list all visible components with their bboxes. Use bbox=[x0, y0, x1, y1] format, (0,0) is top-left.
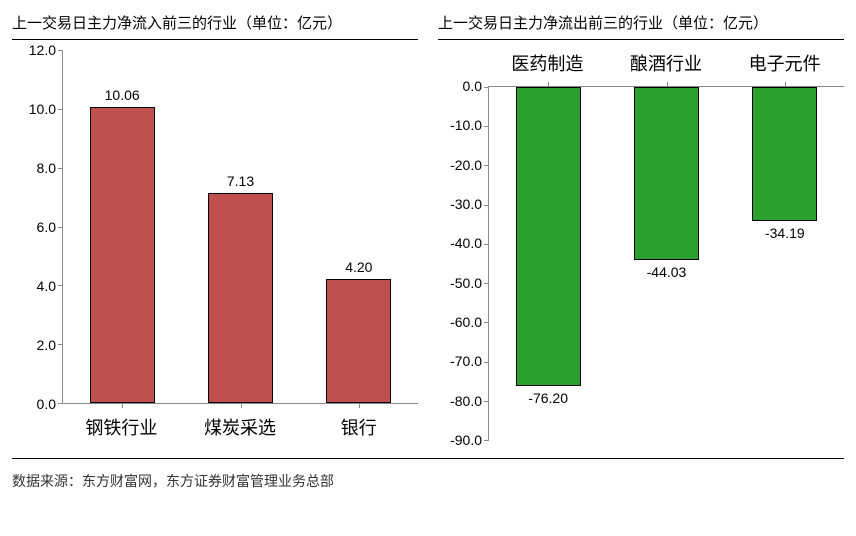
outflow-category-label: 酿酒行业 bbox=[607, 50, 726, 76]
inflow-bar-value-label: 4.20 bbox=[345, 259, 372, 275]
outflow-ytick-mark bbox=[484, 362, 489, 363]
inflow-category-label: 银行 bbox=[299, 414, 418, 440]
outflow-ytick-mark bbox=[484, 87, 489, 88]
inflow-category-label: 钢铁行业 bbox=[62, 414, 181, 440]
inflow-ytick-mark bbox=[58, 344, 63, 345]
outflow-bar-value-label: -34.19 bbox=[765, 225, 805, 241]
inflow-bar-value-label: 10.06 bbox=[105, 87, 140, 103]
inflow-plot-wrap: 10.06 7.13 4.20 钢铁行业煤炭采选银行 bbox=[62, 50, 418, 440]
inflow-ytick-mark bbox=[58, 227, 63, 228]
inflow-ytick-mark bbox=[58, 109, 63, 110]
inflow-ytick-mark bbox=[58, 168, 63, 169]
outflow-ytick-mark bbox=[484, 283, 489, 284]
outflow-ytick-mark bbox=[484, 126, 489, 127]
inflow-chart-area: 12.010.08.06.04.02.00.0 10.06 7.13 4.20 钢铁… bbox=[12, 50, 418, 440]
outflow-chart-area: 0.0-10.0-20.0-30.0-40.0-50.0-60.0-70.0-8… bbox=[438, 50, 844, 440]
inflow-bar-value-label: 7.13 bbox=[227, 173, 254, 189]
outflow-x-labels: 医药制造酿酒行业电子元件 bbox=[488, 50, 844, 86]
outflow-ytick-mark bbox=[484, 440, 489, 441]
outflow-ytick-mark bbox=[484, 165, 489, 166]
outflow-category-label: 医药制造 bbox=[488, 50, 607, 76]
charts-row: 上一交易日主力净流入前三的行业（单位：亿元） 12.010.08.06.04.0… bbox=[12, 12, 844, 440]
outflow-y-axis: 0.0-10.0-20.0-30.0-40.0-50.0-60.0-70.0-8… bbox=[438, 86, 488, 440]
inflow-y-axis: 12.010.08.06.04.02.00.0 bbox=[12, 50, 62, 404]
inflow-ytick-mark bbox=[58, 50, 63, 51]
outflow-ytick-mark bbox=[484, 205, 489, 206]
inflow-xtick-mark bbox=[122, 403, 123, 408]
inflow-chart-title: 上一交易日主力净流入前三的行业（单位：亿元） bbox=[12, 12, 418, 40]
outflow-category-label: 电子元件 bbox=[725, 50, 844, 76]
outflow-bar-value-label: -76.20 bbox=[528, 390, 568, 406]
outflow-ytick-mark bbox=[484, 244, 489, 245]
outflow-bar bbox=[752, 87, 817, 221]
inflow-chart-panel: 上一交易日主力净流入前三的行业（单位：亿元） 12.010.08.06.04.0… bbox=[12, 12, 418, 440]
outflow-plot-wrap: 医药制造酿酒行业电子元件 -76.20 -44.03 -34.19 bbox=[488, 50, 844, 440]
inflow-ytick-mark bbox=[58, 403, 63, 404]
inflow-x-labels: 钢铁行业煤炭采选银行 bbox=[62, 404, 418, 440]
inflow-bar bbox=[90, 107, 155, 403]
inflow-xtick-mark bbox=[359, 403, 360, 408]
outflow-bar bbox=[634, 87, 699, 260]
source-footer: 数据来源：东方财富网，东方证券财富管理业务总部 bbox=[12, 458, 844, 491]
outflow-bar-value-label: -44.03 bbox=[647, 264, 687, 280]
outflow-plot: -76.20 -44.03 -34.19 bbox=[488, 86, 844, 440]
outflow-chart-panel: 上一交易日主力净流出前三的行业（单位：亿元） 0.0-10.0-20.0-30.… bbox=[438, 12, 844, 440]
outflow-bar bbox=[516, 87, 581, 386]
inflow-bar bbox=[208, 193, 273, 403]
outflow-ytick-mark bbox=[484, 401, 489, 402]
inflow-ytick-mark bbox=[58, 285, 63, 286]
inflow-plot: 10.06 7.13 4.20 bbox=[62, 50, 418, 404]
outflow-chart-title: 上一交易日主力净流出前三的行业（单位：亿元） bbox=[438, 12, 844, 40]
inflow-xtick-mark bbox=[241, 403, 242, 408]
inflow-category-label: 煤炭采选 bbox=[181, 414, 300, 440]
inflow-bar bbox=[326, 279, 391, 403]
outflow-ytick-mark bbox=[484, 322, 489, 323]
